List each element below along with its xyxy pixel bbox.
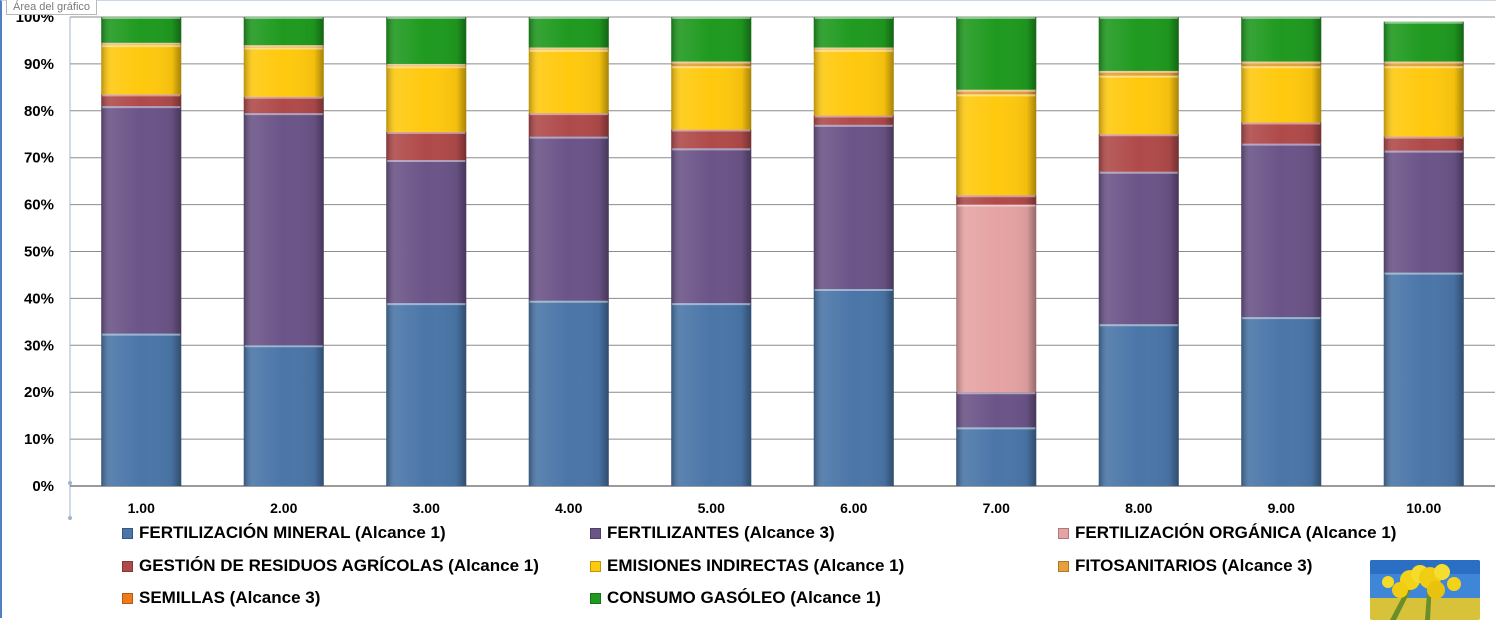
bar-shading — [243, 17, 324, 46]
x-tick-label: 9.00 — [1268, 500, 1295, 516]
bar-shading — [1383, 61, 1464, 67]
bar-shading — [1241, 122, 1322, 144]
bar-shading — [671, 66, 752, 130]
bar-shading — [101, 45, 182, 95]
bar-shading — [528, 49, 609, 114]
y-tick-label: 10% — [24, 431, 54, 448]
bar-shading — [101, 94, 182, 107]
bar-shading — [386, 66, 467, 132]
bar-shading — [1098, 171, 1179, 325]
bar-shading — [1383, 66, 1464, 137]
bar-shading — [528, 113, 609, 137]
bar-shading — [1383, 272, 1464, 486]
y-tick-label: 40% — [24, 290, 54, 307]
x-tick-label: 1.00 — [128, 500, 155, 516]
bar-shading — [1241, 17, 1322, 62]
bar-shading — [956, 17, 1037, 90]
bar-shading — [671, 129, 752, 149]
bar-shading — [386, 63, 467, 67]
bar-shading — [1098, 75, 1179, 135]
bar-shading — [1241, 317, 1322, 486]
stacked-bar-chart[interactable]: 0%10%20%30%40%50%60%70%80%90%100% 1.00 2.… — [0, 0, 1498, 530]
bar-shading — [813, 289, 894, 486]
bar-shading — [813, 47, 894, 50]
bar-shading — [813, 124, 894, 290]
y-tick-label: 80% — [24, 103, 54, 120]
x-tick-label: 2.00 — [270, 500, 297, 516]
bar-shading — [956, 89, 1037, 95]
x-tick-label: 6.00 — [840, 500, 867, 516]
chart-area-tooltip: Área del gráfico — [6, 0, 98, 15]
bar-shading — [813, 115, 894, 125]
bar-shading — [671, 303, 752, 486]
bar-shading — [671, 17, 752, 62]
bar-shading — [243, 45, 324, 48]
x-tick-label: 8.00 — [1125, 500, 1152, 516]
axis-handle — [68, 481, 72, 485]
y-tick-label: 90% — [24, 56, 54, 73]
bar-shading — [386, 17, 467, 64]
bar-shading — [386, 160, 467, 304]
y-tick-label: 70% — [24, 150, 54, 167]
bar-shading — [956, 204, 1037, 393]
axis-handle — [68, 516, 72, 520]
bar-shading — [956, 427, 1037, 486]
x-tick-label: 5.00 — [698, 500, 725, 516]
x-tick-label: 4.00 — [555, 500, 582, 516]
bar-shading — [1383, 136, 1464, 151]
bar-shading — [243, 345, 324, 486]
bar-shading — [671, 61, 752, 67]
x-tick-label: 7.00 — [983, 500, 1010, 516]
bar-shading — [956, 392, 1037, 428]
bar-shading — [1383, 150, 1464, 273]
bar-shading — [243, 113, 324, 346]
bar-shading — [671, 148, 752, 304]
bar-shading — [528, 47, 609, 50]
bar-shading — [243, 47, 324, 97]
bar-shading — [1098, 134, 1179, 172]
bar-shading — [101, 42, 182, 46]
bar-shading — [101, 333, 182, 486]
bar-shading — [956, 195, 1037, 205]
bar-shading — [813, 17, 894, 48]
bar-shading — [1241, 143, 1322, 318]
bar-shading — [386, 131, 467, 161]
bar-shading — [1241, 66, 1322, 123]
bar-shading — [1098, 17, 1179, 71]
x-axis-ticks: 1.00 2.00 3.00 4.00 5.00 6.00 7.00 8.00 9.00 10.0… — [128, 500, 1442, 516]
bar-shading — [956, 94, 1037, 196]
bar-shading — [528, 17, 609, 48]
y-tick-label: 30% — [24, 337, 54, 354]
y-tick-label: 0% — [32, 478, 54, 495]
x-tick-label: 3.00 — [413, 500, 440, 516]
rapeseed-flower-image — [1370, 560, 1480, 620]
y-tick-label: 20% — [24, 384, 54, 401]
bar-shading — [1383, 21, 1464, 62]
bar-shading — [1098, 324, 1179, 486]
bar-shading — [243, 96, 324, 114]
bar-shading — [528, 136, 609, 301]
bar-shading — [386, 303, 467, 486]
y-tick-label: 50% — [24, 244, 54, 261]
y-axis-ticks: 0%10%20%30%40%50%60%70%80%90%100% — [16, 9, 54, 495]
y-tick-label: 60% — [24, 197, 54, 214]
bar-shading — [813, 49, 894, 116]
bar-shading — [528, 300, 609, 486]
bar-shading — [1241, 61, 1322, 67]
bar-shading — [101, 17, 182, 43]
bars — [101, 17, 1464, 486]
x-tick-label: 10.00 — [1406, 500, 1441, 516]
bar-shading — [101, 106, 182, 334]
bar-shading — [1098, 70, 1179, 76]
